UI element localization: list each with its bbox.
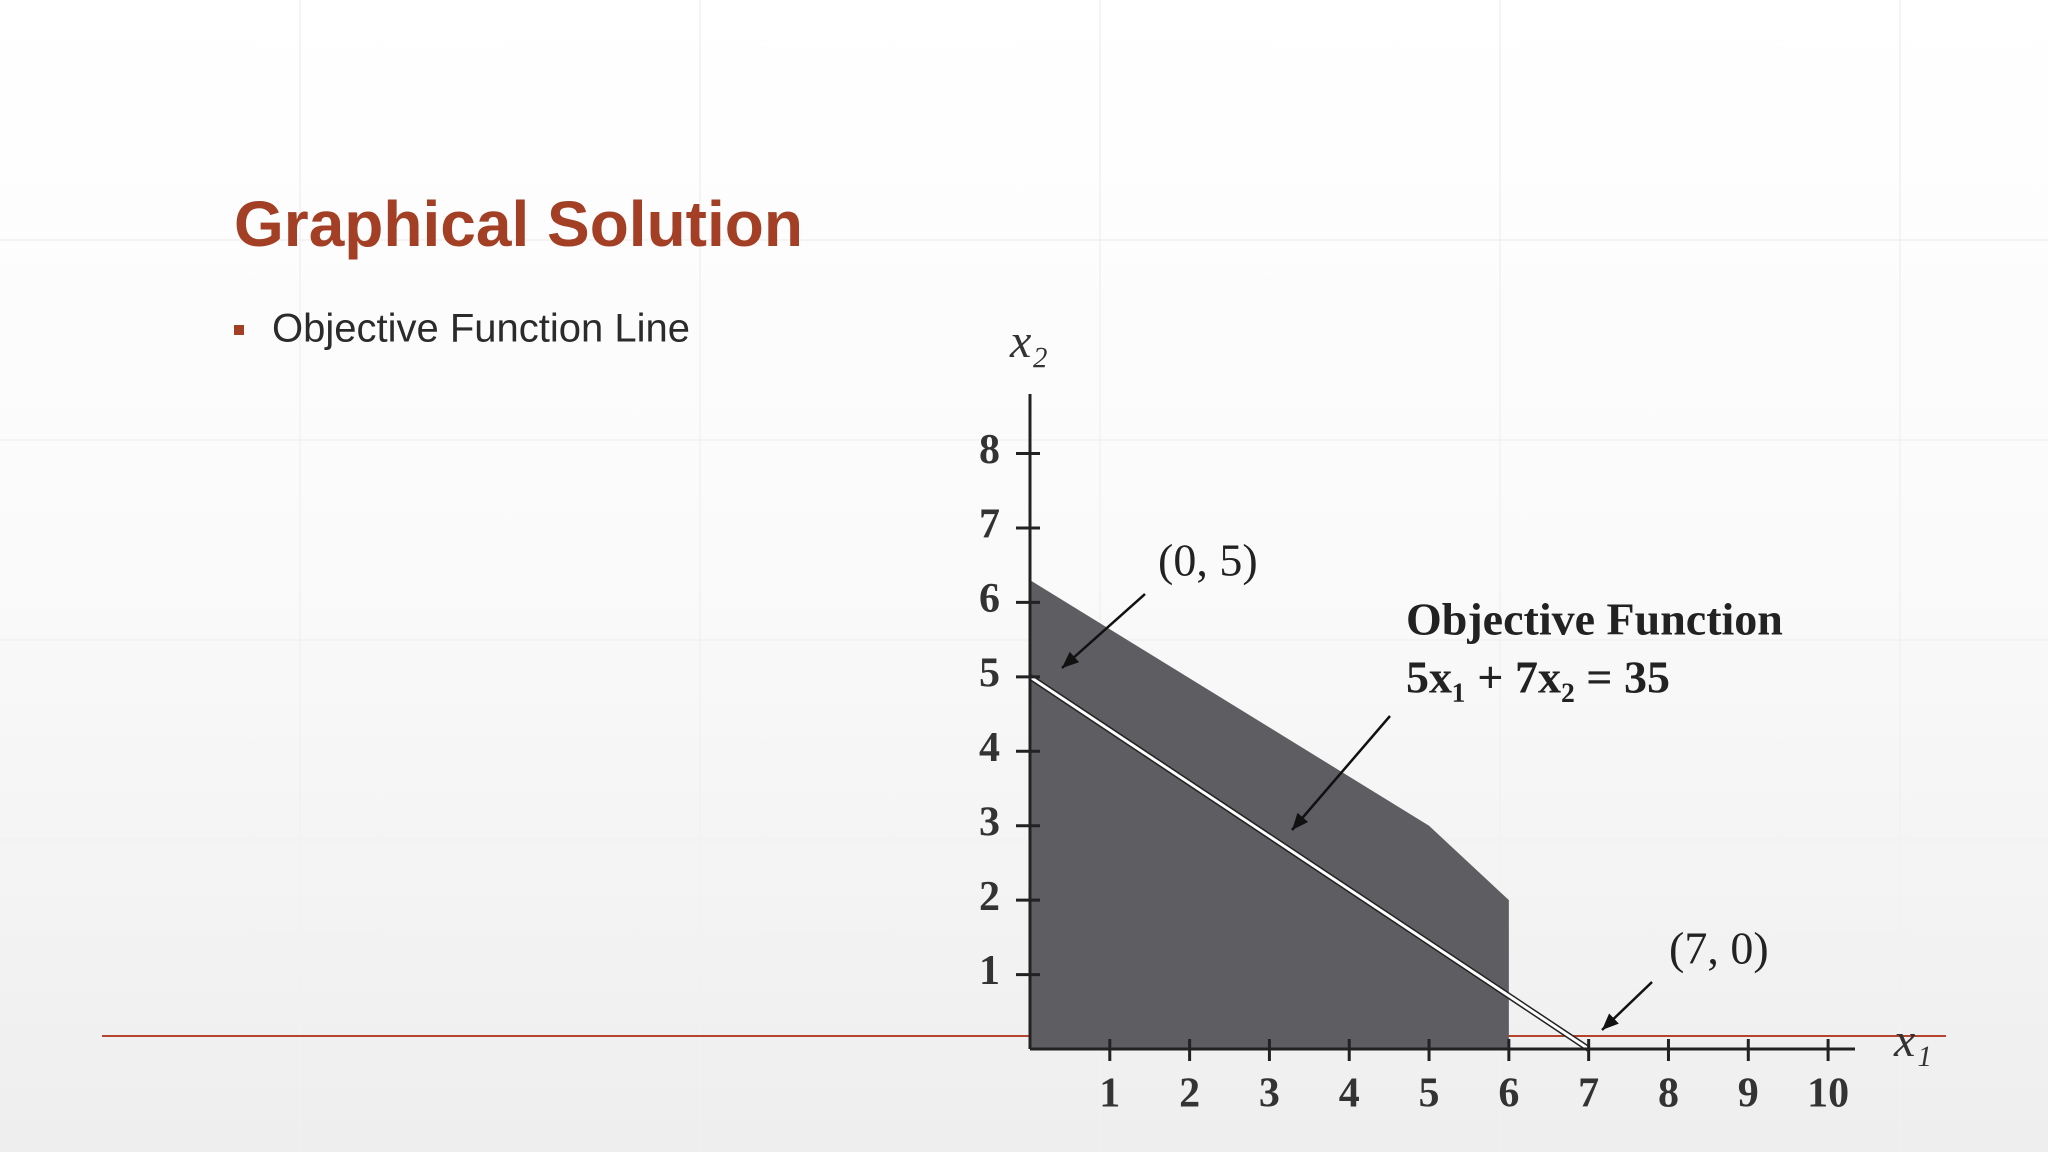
annotation-arrow xyxy=(1291,715,1391,831)
slide-title: Graphical Solution xyxy=(234,188,803,260)
y-tick-label: 8 xyxy=(979,427,1000,473)
y-tick-label: 2 xyxy=(979,874,1000,920)
annotation: Objective Function xyxy=(1406,594,1783,645)
x-tick-label: 1 xyxy=(1099,1071,1120,1117)
x-tick-label: 4 xyxy=(1339,1071,1360,1117)
y-tick-label: 7 xyxy=(979,502,1000,548)
y-tick-label: 1 xyxy=(979,948,1000,994)
annotation: 5x₁ + 7x₂ = 35 xyxy=(1406,652,1670,703)
feasible-region xyxy=(1030,580,1509,1049)
x-tick-label: 7 xyxy=(1578,1071,1599,1117)
x-axis-label: x₁ xyxy=(1893,1014,1932,1067)
x-tick-label: 3 xyxy=(1259,1071,1280,1117)
annotation: (0, 5) xyxy=(1158,535,1258,586)
chart: 1 2 3 4 5 6 7 8 9 10 1 2 3 4 5 6 7 8 x₁ x₂ (0, 5) Objective F… xyxy=(979,315,1932,1117)
y-axis-label: x₂ xyxy=(1009,315,1048,368)
arrow-head xyxy=(1062,651,1080,668)
annotation-arrow xyxy=(1061,593,1146,669)
y-tick-label: 5 xyxy=(979,650,1000,696)
x-tick-label: 6 xyxy=(1498,1071,1519,1117)
x-tick-label: 2 xyxy=(1179,1071,1200,1117)
y-tick-label: 3 xyxy=(979,799,1000,845)
arrow-head xyxy=(1602,1013,1619,1030)
y-tick-label: 6 xyxy=(979,576,1000,622)
arrow-head xyxy=(1292,812,1309,830)
x-tick-label: 9 xyxy=(1738,1071,1759,1117)
y-tick-label: 4 xyxy=(979,725,1000,771)
annotation: (7, 0) xyxy=(1669,923,1769,974)
objective-line xyxy=(1029,675,1590,1051)
bullet-text: Objective Function Line xyxy=(272,307,690,351)
x-tick-label: 8 xyxy=(1658,1071,1679,1117)
bullet-marker xyxy=(234,325,244,335)
x-tick-label: 5 xyxy=(1419,1071,1440,1117)
x-tick-label: 10 xyxy=(1807,1071,1849,1117)
